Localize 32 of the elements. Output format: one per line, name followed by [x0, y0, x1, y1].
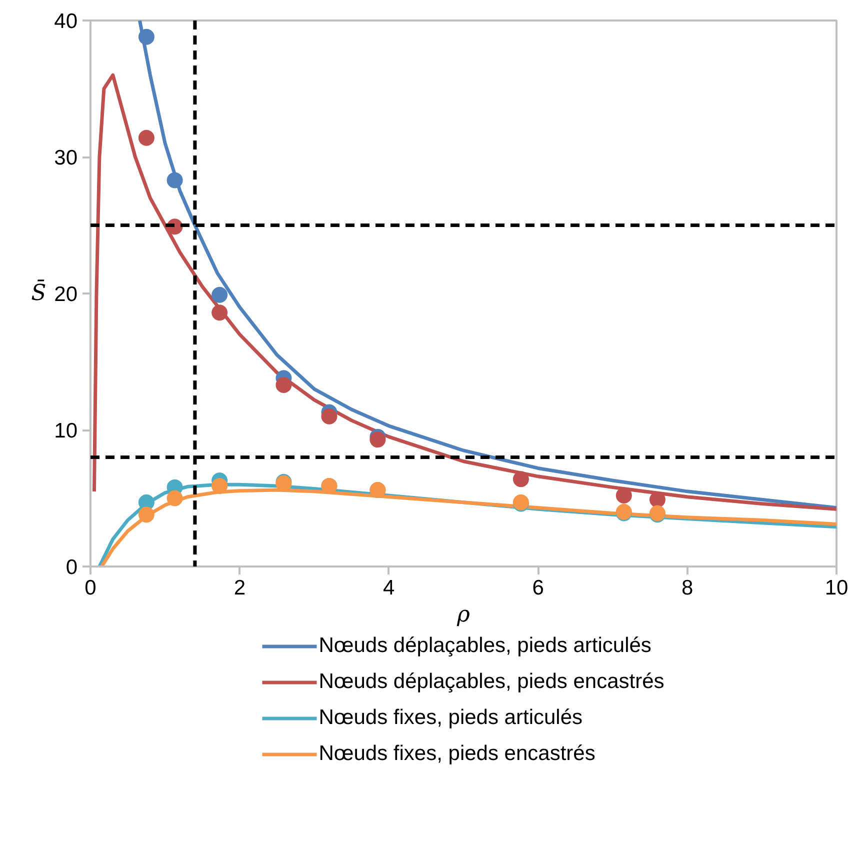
legend-label: Nœuds déplaçables, pieds encastrés	[318, 670, 664, 694]
x-tick-label: 4	[383, 576, 396, 600]
x-axis-title: ρ	[456, 602, 470, 628]
point	[370, 432, 386, 448]
y-tick-label: 0	[66, 556, 78, 579]
line-series	[92, 73, 836, 511]
point	[512, 471, 529, 488]
point	[166, 490, 183, 506]
x-tick-label: 6	[532, 576, 544, 600]
point	[138, 506, 154, 523]
x-tick-label: 10	[824, 576, 848, 600]
point	[212, 304, 228, 321]
y-axis-title: S̄	[31, 278, 46, 306]
point	[166, 172, 183, 188]
point	[138, 28, 154, 45]
x-tick-label: 0	[84, 576, 96, 600]
line-series	[138, 20, 836, 510]
legend-label: Nœuds fixes, pieds articulés	[318, 706, 583, 730]
y-tick-label: 30	[54, 146, 78, 170]
point	[276, 376, 292, 393]
legend-label: Nœuds déplaçables, pieds articulés	[318, 634, 652, 658]
point	[212, 478, 228, 494]
y-tick-label: 40	[54, 10, 78, 33]
point	[138, 130, 154, 146]
point	[616, 488, 632, 504]
point	[321, 408, 338, 424]
y-tick-label: 10	[54, 420, 78, 442]
point	[212, 286, 228, 303]
legend-label: Nœuds fixes, pieds encastrés	[318, 742, 596, 766]
y-tick-label: 20	[54, 283, 78, 306]
x-tick-label: 2	[234, 576, 246, 600]
x-tick-label: 8	[681, 576, 694, 600]
